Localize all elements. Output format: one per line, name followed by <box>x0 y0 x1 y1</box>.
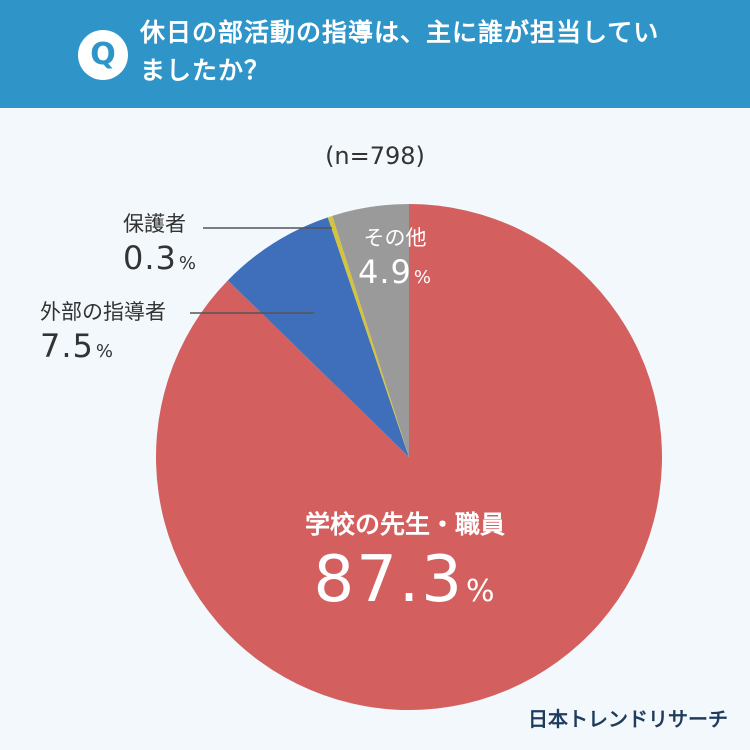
slice-external <box>227 217 409 457</box>
label-parents-value: 0.3% <box>123 238 197 284</box>
label-teachers-name: 学校の先生・職員 <box>304 510 505 539</box>
slice-teachers <box>156 204 663 710</box>
other-pct: % <box>413 267 432 288</box>
sample-size-label: (n=798) <box>325 142 425 170</box>
label-external: 外部の指導者 7.5% <box>40 298 166 372</box>
label-external-name: 外部の指導者 <box>40 300 166 324</box>
label-teachers-value: 87.3% <box>290 542 520 630</box>
slice-parents <box>327 215 409 457</box>
brand-logo: 日本トレンドリサーチ <box>528 707 728 731</box>
external-pct: % <box>95 341 114 362</box>
label-teachers: 学校の先生・職員 87.3% <box>290 508 520 630</box>
other-value: 4.9 <box>358 253 412 291</box>
parents-pct: % <box>178 253 197 274</box>
slice-other <box>332 204 409 457</box>
q-badge-letter: Q <box>90 37 116 72</box>
label-other-value: 4.9% <box>358 252 432 298</box>
teachers-value: 87.3 <box>313 543 464 617</box>
q-badge-icon: Q <box>78 30 128 80</box>
label-parents-name: 保護者 <box>123 212 186 236</box>
label-other: その他 4.9% <box>358 224 432 298</box>
external-value: 7.5 <box>40 327 94 365</box>
label-external-value: 7.5% <box>40 326 166 372</box>
label-parents: 保護者 0.3% <box>123 210 197 284</box>
label-other-name: その他 <box>363 226 427 250</box>
teachers-pct: % <box>465 574 497 609</box>
question-header: Q 休日の部活動の指導は、主に誰が担当していましたか？ <box>0 0 750 108</box>
parents-value: 0.3 <box>123 239 177 277</box>
question-text: 休日の部活動の指導は、主に誰が担当していましたか？ <box>140 18 660 85</box>
